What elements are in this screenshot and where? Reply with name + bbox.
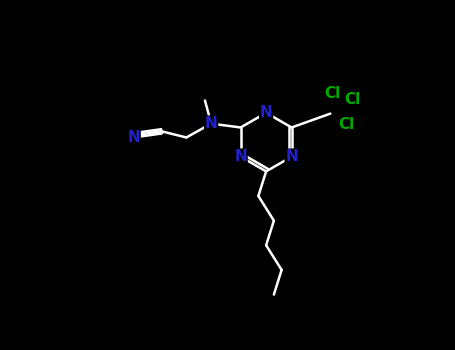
Text: N: N: [234, 149, 247, 164]
Text: Cl: Cl: [344, 92, 360, 107]
Text: N: N: [205, 116, 217, 131]
Text: N: N: [127, 130, 140, 145]
Text: N: N: [260, 105, 273, 120]
Text: N: N: [285, 149, 298, 164]
Text: Cl: Cl: [338, 117, 354, 132]
Text: Cl: Cl: [324, 86, 340, 101]
